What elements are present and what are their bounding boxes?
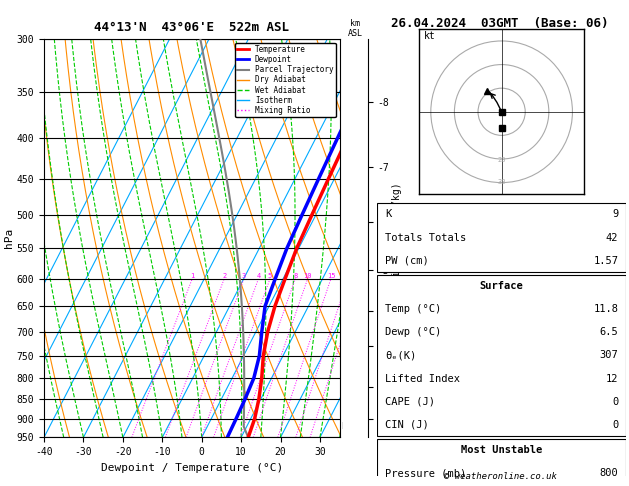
Y-axis label: hPa: hPa <box>4 228 14 248</box>
Text: 1.57: 1.57 <box>593 256 618 266</box>
Text: Lifted Index: Lifted Index <box>385 374 460 383</box>
Text: θₑ(K): θₑ(K) <box>385 350 416 361</box>
X-axis label: Dewpoint / Temperature (°C): Dewpoint / Temperature (°C) <box>101 463 283 473</box>
Text: 15: 15 <box>326 273 335 278</box>
Text: 26.04.2024  03GMT  (Base: 06): 26.04.2024 03GMT (Base: 06) <box>391 17 609 30</box>
Y-axis label: Mixing Ratio (g/kg): Mixing Ratio (g/kg) <box>392 182 402 294</box>
Text: 42: 42 <box>606 232 618 243</box>
Text: Temp (°C): Temp (°C) <box>385 304 441 314</box>
Text: © weatheronline.co.uk: © weatheronline.co.uk <box>443 472 557 481</box>
Text: 20: 20 <box>498 156 506 163</box>
Bar <box>377 203 626 272</box>
Text: Dewp (°C): Dewp (°C) <box>385 327 441 337</box>
Text: 4: 4 <box>257 273 260 278</box>
Text: Totals Totals: Totals Totals <box>385 232 466 243</box>
Text: 5: 5 <box>268 273 272 278</box>
Text: 1: 1 <box>190 273 194 278</box>
Text: 11.8: 11.8 <box>593 304 618 314</box>
Title: 44°13'N  43°06'E  522m ASL: 44°13'N 43°06'E 522m ASL <box>94 20 289 34</box>
Text: Pressure (mb): Pressure (mb) <box>385 469 466 478</box>
Bar <box>377 275 626 436</box>
Text: 30: 30 <box>498 179 506 185</box>
Text: 800: 800 <box>599 469 618 478</box>
Text: 0: 0 <box>612 397 618 407</box>
Text: 12: 12 <box>606 374 618 383</box>
Text: 6.5: 6.5 <box>599 327 618 337</box>
Legend: Temperature, Dewpoint, Parcel Trajectory, Dry Adiabat, Wet Adiabat, Isotherm, Mi: Temperature, Dewpoint, Parcel Trajectory… <box>235 43 336 117</box>
Text: 10: 10 <box>303 273 312 278</box>
Text: 0: 0 <box>612 420 618 430</box>
Text: CAPE (J): CAPE (J) <box>385 397 435 407</box>
Text: K: K <box>385 209 391 219</box>
Text: CIN (J): CIN (J) <box>385 420 428 430</box>
Text: 2: 2 <box>222 273 226 278</box>
Text: 307: 307 <box>599 350 618 361</box>
Text: kt: kt <box>424 31 435 41</box>
Text: 9: 9 <box>612 209 618 219</box>
Text: Surface: Surface <box>480 281 523 291</box>
Text: 8: 8 <box>293 273 298 278</box>
Bar <box>377 439 626 486</box>
Text: PW (cm): PW (cm) <box>385 256 428 266</box>
Text: LCL: LCL <box>341 422 356 431</box>
Title: km
ASL: km ASL <box>348 18 363 38</box>
Text: 3: 3 <box>242 273 246 278</box>
Text: Most Unstable: Most Unstable <box>461 445 542 455</box>
